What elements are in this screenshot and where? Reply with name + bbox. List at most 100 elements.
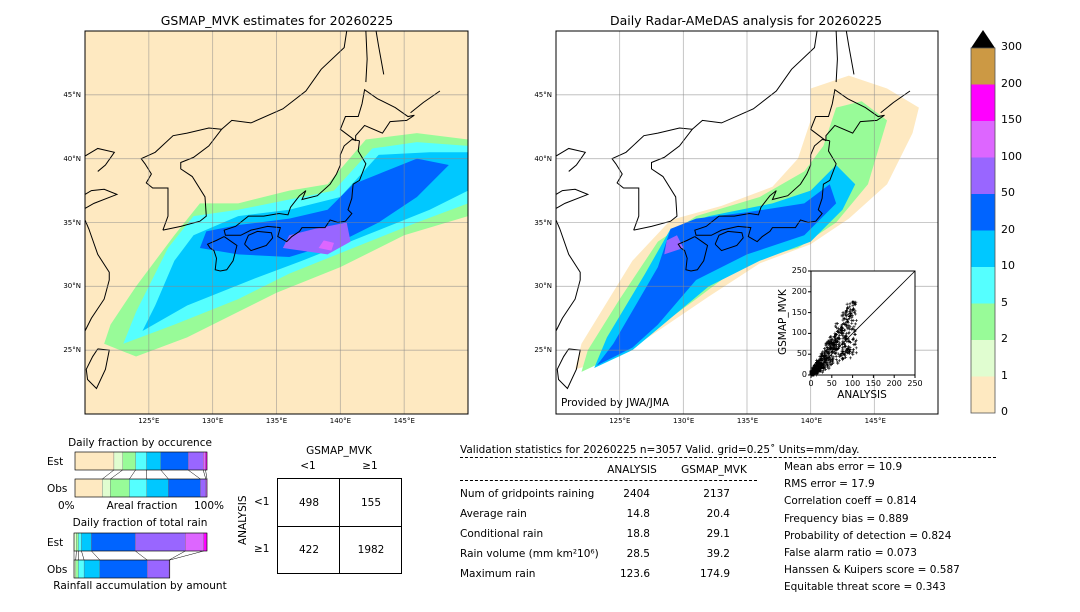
- fraction-segment: [81, 532, 92, 552]
- scatter-point: [816, 371, 820, 375]
- scatter-point: [836, 360, 840, 364]
- scatter-point: [809, 369, 813, 373]
- scatter-point: [839, 330, 843, 334]
- scatter-point: [820, 354, 824, 358]
- coastline-taiwan: [556, 348, 581, 390]
- scatter-point: [833, 341, 837, 345]
- scatter-point: [838, 333, 842, 337]
- colorbar-segment: [971, 230, 995, 267]
- stats-col-analysis: ANALYSIS: [607, 464, 657, 476]
- scatter-point: [851, 352, 855, 356]
- scatter-point: [830, 354, 834, 358]
- coastline-shandong: [84, 188, 119, 209]
- scatter-point: [854, 338, 858, 342]
- fraction-connector: [129, 469, 136, 480]
- stats-row-label: Rain volume (mm km²10⁶): [460, 548, 599, 560]
- coastline-honshu: [223, 138, 367, 243]
- scatter-point: [817, 365, 821, 369]
- lat-tick-label: 35°N: [534, 218, 552, 227]
- scatter-y-tick-label: 50: [796, 349, 807, 359]
- coastline-kyushu: [206, 236, 238, 272]
- scatter-point: [820, 362, 824, 366]
- scatter-point: [854, 322, 858, 326]
- coastline-china: [84, 147, 116, 172]
- scatter-x-tick-label: 100: [844, 379, 861, 388]
- fraction-segment: [75, 559, 79, 579]
- scatter-point: [822, 357, 826, 361]
- scatter-point: [850, 319, 854, 323]
- scatter-point: [826, 341, 830, 345]
- map-frame: [555, 30, 939, 415]
- colorbar-frame: [970, 47, 996, 414]
- scatter-point: [854, 351, 858, 355]
- scatter-point: [835, 340, 839, 344]
- colorbar-label: 50: [1001, 186, 1015, 199]
- scatter-point: [850, 316, 854, 320]
- lon-tick-label: 140°E: [329, 417, 352, 425]
- scatter-point: [849, 309, 853, 313]
- scatter-point: [845, 340, 849, 344]
- scatter-point: [841, 331, 845, 335]
- scatter-point: [832, 344, 836, 348]
- stats-divider: [460, 457, 996, 458]
- right-map-title: Daily Radar-AMeDAS analysis for 20260225: [609, 13, 883, 28]
- colorbar-label: 100: [1001, 149, 1022, 163]
- scatter-point: [829, 345, 833, 349]
- lat-tick-label: 25°N: [63, 346, 81, 355]
- rain-fraction-bars: [73, 532, 208, 579]
- scatter-point: [848, 356, 852, 360]
- rain-area-20mm: [199, 158, 449, 257]
- fraction-connector: [81, 550, 85, 561]
- scatter-point: [814, 365, 818, 369]
- scatter-point: [834, 326, 838, 330]
- scatter-point: [825, 359, 829, 363]
- fraction-segment: [203, 451, 206, 471]
- colorbar-label: 1: [1001, 368, 1008, 382]
- scatter-point: [822, 346, 826, 350]
- lat-tick-label: 40°N: [63, 154, 81, 163]
- scatter-point: [827, 367, 831, 371]
- lon-tick-label: 135°E: [265, 417, 288, 425]
- scatter-point: [830, 359, 834, 363]
- scatter-point: [853, 340, 857, 344]
- scatter-point: [841, 322, 845, 326]
- scatter-point: [846, 307, 850, 311]
- scatter-point: [825, 345, 829, 349]
- score-line: Correlation coeff = 0.814: [784, 495, 917, 508]
- colorbar-segment: [971, 48, 995, 85]
- score-line: Frequency bias = 0.889: [784, 512, 909, 525]
- scatter-point: [840, 325, 844, 329]
- scatter-point: [836, 326, 840, 330]
- fraction-connector: [110, 469, 123, 480]
- scatter-point: [847, 331, 851, 335]
- scatter-point: [851, 348, 855, 352]
- score-line: Hanssen & Kuipers score = 0.587: [784, 564, 960, 577]
- occurrence-bars: [74, 451, 208, 498]
- axis-label: Areal fraction: [106, 500, 178, 512]
- scatter-point: [835, 333, 839, 337]
- lon-tick-label: 145°E: [393, 417, 415, 425]
- scatter-point: [823, 349, 827, 353]
- stats-row-label: Conditional rain: [460, 528, 544, 540]
- stats-header-divider: [460, 480, 757, 481]
- scatter-point: [852, 325, 856, 329]
- scatter-point: [831, 341, 835, 345]
- scatter-point: [843, 344, 847, 348]
- scatter-point: [824, 356, 828, 360]
- fraction-segment: [83, 559, 100, 579]
- rain-area-100mm: [318, 240, 334, 251]
- lat-tick-label: 25°N: [534, 346, 552, 355]
- colorbar-segment: [971, 376, 995, 413]
- scatter-point: [846, 326, 850, 330]
- scatter-y-tick-label: 0: [801, 370, 807, 379]
- rain-fraction-title: Daily fraction of total rain: [72, 517, 208, 529]
- scatter-point: [812, 366, 816, 370]
- rain-footer: Rainfall accumulation by amount: [53, 580, 227, 592]
- scatter-point: [824, 362, 828, 366]
- scatter-point: [817, 361, 821, 365]
- fraction-segment: [203, 532, 208, 552]
- score-line: Mean abs error = 10.9: [784, 461, 903, 473]
- scatter-point: [853, 332, 857, 336]
- coastline-hokkaido: [810, 88, 885, 142]
- scatter-point: [836, 347, 840, 351]
